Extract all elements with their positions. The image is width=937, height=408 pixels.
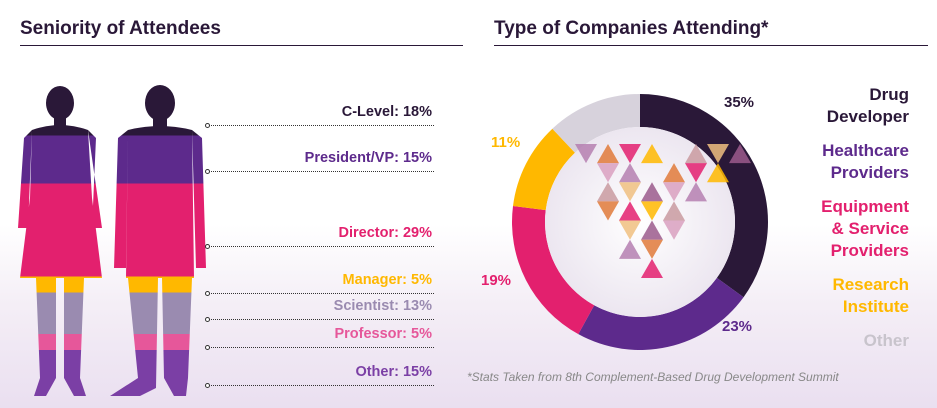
logo-triangle bbox=[597, 201, 619, 221]
donut-label-research-institute: 11% bbox=[491, 134, 521, 151]
logo-triangle bbox=[707, 163, 729, 183]
seniority-leader-line bbox=[205, 291, 434, 296]
logo-triangle bbox=[641, 182, 663, 202]
seniority-label-c-level: C-Level: 18% bbox=[341, 104, 432, 120]
companies-donut-chart bbox=[512, 94, 768, 350]
logo-triangle bbox=[619, 239, 641, 259]
logo-triangle bbox=[619, 220, 641, 240]
donut-slice-healthcare-providers bbox=[578, 277, 744, 350]
triangle-v-logo bbox=[575, 144, 751, 278]
donut-label-equipment-service-providers: 19% bbox=[481, 272, 512, 289]
seniority-leader-line bbox=[205, 169, 434, 174]
legend-other: Other bbox=[863, 331, 909, 350]
logo-triangle bbox=[729, 144, 751, 164]
donut-slice-other bbox=[552, 94, 640, 153]
logo-triangle bbox=[619, 144, 641, 164]
seniority-title-rule bbox=[20, 45, 463, 46]
logo-triangle bbox=[685, 144, 707, 164]
seniority-label-president-vp: President/VP: 15% bbox=[304, 150, 432, 166]
logo-triangle bbox=[685, 182, 707, 202]
logo-triangle bbox=[619, 163, 641, 183]
seniority-label-director: Director: 29% bbox=[338, 225, 432, 241]
seniority-leader-line bbox=[205, 317, 434, 322]
donut-slice-research-institute bbox=[513, 128, 575, 211]
logo-triangle bbox=[575, 144, 597, 164]
logo-triangle bbox=[619, 182, 641, 202]
logo-triangle bbox=[597, 182, 619, 202]
seniority-label-manager: Manager: 5% bbox=[342, 272, 432, 288]
logo-triangle bbox=[641, 220, 663, 240]
seniority-leader-line bbox=[205, 244, 434, 249]
logo-triangle bbox=[663, 201, 685, 221]
logo-triangle bbox=[663, 163, 685, 183]
logo-triangle bbox=[641, 258, 663, 278]
logo-triangle bbox=[685, 163, 707, 183]
logo-triangle bbox=[597, 163, 619, 183]
logo-triangle bbox=[641, 144, 663, 164]
companies-title: Type of Companies Attending* bbox=[494, 18, 769, 39]
logo-triangle bbox=[663, 182, 685, 202]
seniority-label-scientist: Scientist: 13% bbox=[333, 298, 432, 314]
companies-title-rule bbox=[494, 45, 928, 46]
legend-healthcare-providers: Healthcare Providers bbox=[822, 141, 909, 182]
legend-equipment-service-providers: Equipment & Service Providers bbox=[821, 197, 909, 260]
donut-label-healthcare-providers: 23% bbox=[722, 318, 753, 335]
logo-triangle bbox=[641, 239, 663, 259]
footnote: *Stats Taken from 8th Complement-Based D… bbox=[467, 370, 839, 384]
seniority-label-other: Other: 15% bbox=[355, 364, 432, 380]
donut-slice-drug-developer bbox=[640, 94, 768, 298]
logo-triangle bbox=[641, 201, 663, 221]
legend-research-institute: Research Institute bbox=[832, 275, 909, 316]
seniority-leader-line bbox=[205, 123, 434, 128]
seniority-label-professor: Professor: 5% bbox=[334, 326, 432, 342]
attendee-silhouettes bbox=[18, 85, 206, 396]
logo-triangle bbox=[597, 144, 619, 164]
legend-drug-developer: Drug Developer bbox=[826, 85, 909, 126]
seniority-leader-line bbox=[205, 383, 434, 388]
seniority-title: Seniority of Attendees bbox=[20, 18, 221, 39]
donut-label-drug-developer: 35% bbox=[724, 94, 755, 111]
logo-triangle bbox=[707, 144, 729, 164]
donut-slice-equipment-service-providers bbox=[512, 205, 595, 335]
seniority-leader-line bbox=[205, 345, 434, 350]
logo-triangle bbox=[619, 201, 641, 221]
logo-triangle bbox=[663, 220, 685, 240]
